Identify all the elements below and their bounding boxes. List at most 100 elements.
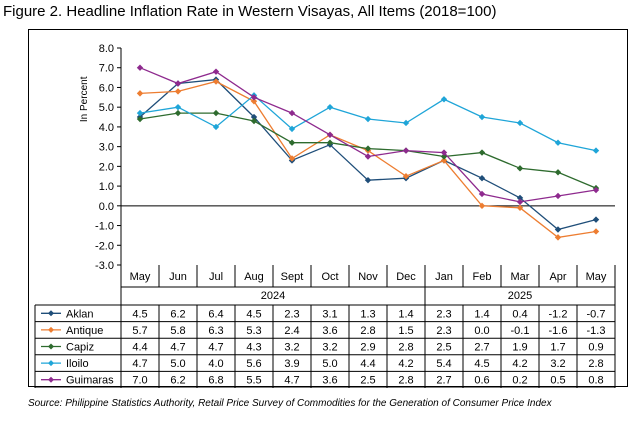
data-point <box>326 103 334 111</box>
data-table-value: 0.4 <box>512 308 527 320</box>
y-tick-label: 2.0 <box>99 161 114 173</box>
data-point <box>364 115 372 123</box>
data-table-value: 2.8 <box>360 325 375 337</box>
data-table-value: -0.1 <box>511 325 530 337</box>
data-point <box>326 131 334 138</box>
year-label: 2025 <box>508 290 532 302</box>
data-table-value: 2.3 <box>436 308 451 320</box>
data-point <box>174 80 182 87</box>
data-table-value: 0.0 <box>474 325 489 337</box>
data-table-value: 2.7 <box>436 375 451 387</box>
data-table-value: 5.6 <box>246 358 261 370</box>
data-table-value: 0.5 <box>550 375 565 387</box>
data-table-value: 4.4 <box>132 342 147 354</box>
line-chart: 8.0 7.0 6.0 5.0 4.0 3.0 2.0 1.0 0.0 -1.0 -2.0 -3.0 I… <box>34 43 616 388</box>
data-table-value: 1.4 <box>474 308 489 320</box>
data-table-value: 2.4 <box>284 325 299 337</box>
y-tick-label: -2.0 <box>95 240 114 252</box>
data-table-value: 4.7 <box>208 342 223 354</box>
data-table-value: 0.2 <box>512 375 527 387</box>
legend-series-name: Iloilo <box>66 358 89 370</box>
x-tick-label: Sept <box>281 271 304 283</box>
data-table-value: 1.7 <box>550 342 565 354</box>
legend-key-marker <box>48 326 54 333</box>
data-point <box>288 155 296 162</box>
data-point <box>554 192 562 200</box>
data-point <box>212 68 220 75</box>
data-table-value: -0.7 <box>587 308 606 320</box>
data-table-value: 2.8 <box>398 375 413 387</box>
data-table-value: 4.7 <box>132 358 147 370</box>
data-point <box>288 125 296 133</box>
data-table-value: 2.3 <box>436 325 451 337</box>
data-point <box>554 234 562 241</box>
y-tick-label: 6.0 <box>99 82 114 94</box>
data-point <box>250 94 258 101</box>
data-table-value: 2.5 <box>436 342 451 354</box>
data-table-value: 3.9 <box>284 358 299 370</box>
data-table-value: 0.9 <box>588 342 603 354</box>
data-table-value: 2.8 <box>588 358 603 370</box>
data-table-value: 3.2 <box>322 342 337 354</box>
y-tick-label: 1.0 <box>99 181 114 193</box>
data-table-value: 4.5 <box>132 308 147 320</box>
data-table-value: 4.4 <box>360 358 375 370</box>
y-tick-label: -1.0 <box>95 221 114 233</box>
data-point <box>592 147 600 154</box>
data-point <box>174 103 182 111</box>
x-tick-label: May <box>586 271 607 283</box>
data-table-value: -1.6 <box>549 325 568 337</box>
year-label: 2024 <box>261 290 285 302</box>
data-table-value: 2.9 <box>360 342 375 354</box>
x-tick-label: Jun <box>169 271 187 283</box>
y-tick-label: -3.0 <box>95 260 114 272</box>
data-point <box>136 90 144 97</box>
data-table-value: 3.6 <box>322 325 337 337</box>
data-table-value: 2.7 <box>474 342 489 354</box>
data-point <box>174 109 182 117</box>
data-table-value: -1.2 <box>549 308 568 320</box>
data-point <box>364 153 372 160</box>
data-table-value: 6.3 <box>208 325 223 337</box>
data-table-value: 1.4 <box>398 308 413 320</box>
data-point <box>478 149 486 156</box>
data-table-value: 0.6 <box>474 375 489 387</box>
data-table-value: 5.5 <box>246 375 261 387</box>
data-point <box>402 147 410 154</box>
x-tick-label: Nov <box>358 271 378 283</box>
data-table-value: 5.8 <box>170 325 185 337</box>
data-table-value: 5.7 <box>132 325 147 337</box>
x-tick-label: May <box>130 271 151 283</box>
data-point <box>136 64 144 71</box>
data-point <box>554 139 562 146</box>
data-point <box>592 228 600 235</box>
data-table-value: 4.7 <box>284 375 299 387</box>
data-point <box>402 173 410 180</box>
data-point <box>402 119 410 127</box>
data-table-value: 7.0 <box>132 375 147 387</box>
data-point <box>288 139 296 146</box>
data-table-value: 6.2 <box>170 308 185 320</box>
x-tick-label: Aug <box>244 271 264 283</box>
chart-frame: 8.0 7.0 6.0 5.0 4.0 3.0 2.0 1.0 0.0 -1.0 -2.0 -3.0 I… <box>28 29 628 388</box>
data-point <box>516 165 524 172</box>
data-point <box>212 109 220 117</box>
x-tick-label: Jul <box>209 271 223 283</box>
data-table-value: 2.3 <box>284 308 299 320</box>
data-table-value: 5.0 <box>322 358 337 370</box>
data-point <box>516 194 524 202</box>
data-table-value: 4.3 <box>246 342 261 354</box>
data-table-value: 2.8 <box>398 342 413 354</box>
data-table-value: 6.8 <box>208 375 223 387</box>
data-table-value: 6.4 <box>208 308 223 320</box>
data-point <box>364 145 372 152</box>
data-point <box>440 149 448 156</box>
data-point <box>516 198 524 206</box>
legend-series-name: Guimaras <box>66 375 114 387</box>
data-point <box>250 117 258 125</box>
series-line-iloilo <box>139 94 597 152</box>
figure-title: Figure 2. Headline Inflation Rate in Wes… <box>3 3 497 20</box>
data-point <box>212 78 220 85</box>
x-tick-label: Mar <box>511 271 530 283</box>
data-point <box>592 216 600 223</box>
